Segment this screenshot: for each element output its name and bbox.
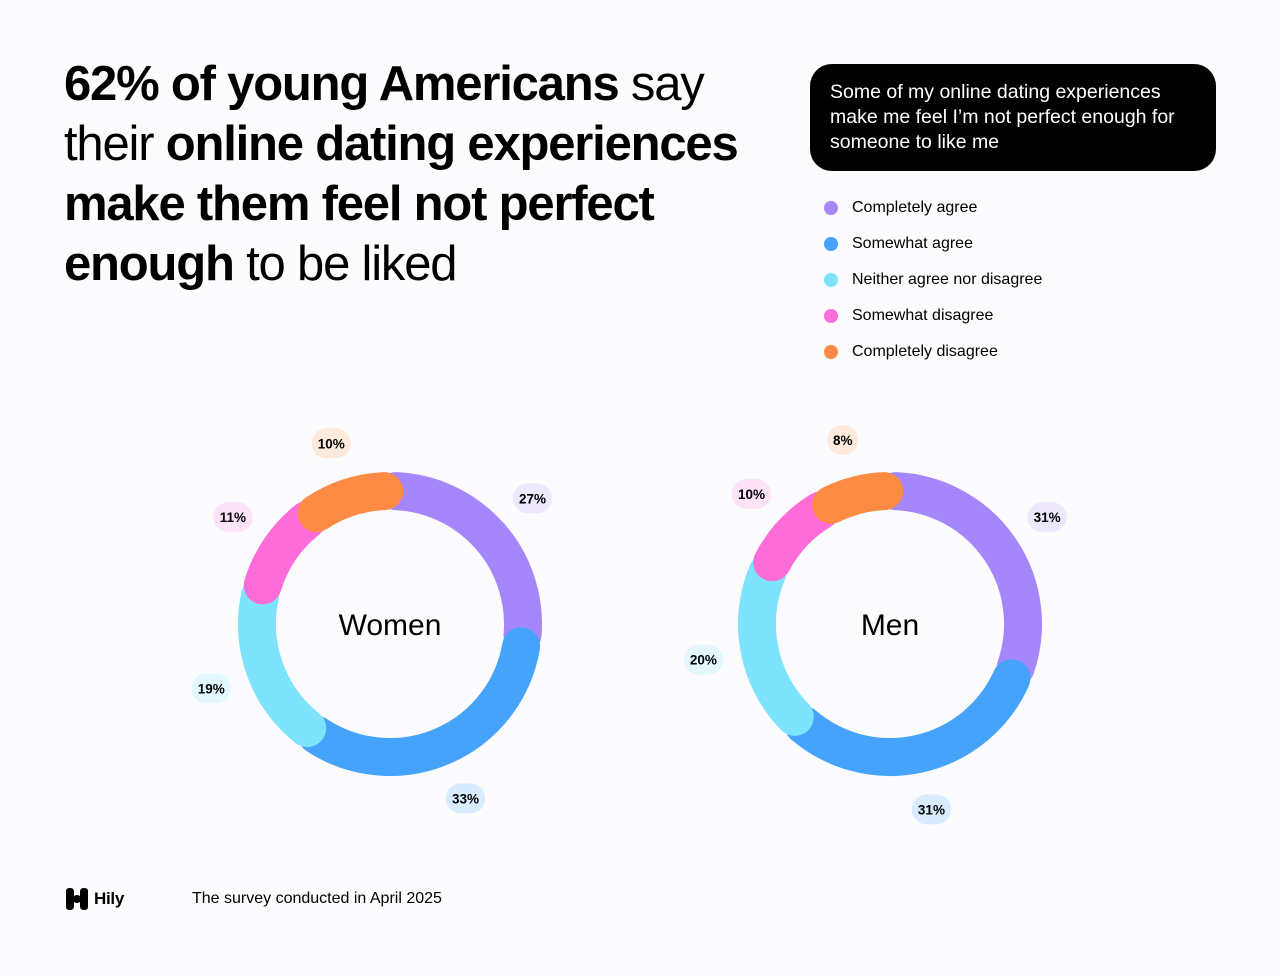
headline: 62% of young Americans say their online … [64,54,764,294]
data-label-bg [445,783,486,814]
data-label-text: 19% [198,681,225,696]
data-label-somewhat-disagree: 10% [731,478,772,509]
data-label-text: 27% [519,491,546,506]
data-label-somewhat-agree: 31% [911,794,952,825]
legend-dot [824,201,838,215]
legend-dot [824,345,838,359]
data-label-somewhat-agree: 33% [445,783,486,814]
data-label-neither-agree-nor-disagree: 19% [191,673,231,704]
data-label-bg [512,483,553,514]
headline-bold-1: 62% of young Americans [64,57,620,111]
data-label-completely-agree: 27% [512,483,553,514]
chart-center-title: Men [861,609,919,642]
survey-footnote: The survey conducted in April 2025 [192,890,442,907]
legend-dot [824,309,838,323]
data-label-completely-disagree: 8% [827,424,859,455]
legend-item-completely-disagree: Completely disagree [824,334,1042,370]
hily-logo-icon [66,888,88,910]
donut-segment-somewhat-disagree [243,500,327,605]
legend-item-completely-agree: Completely agree [824,190,1042,226]
legend-label: Somewhat agree [852,235,973,252]
legend-item-neither: Neither agree nor disagree [824,262,1042,298]
donut-segment-somewhat-disagree [753,491,840,582]
data-label-somewhat-disagree: 11% [213,502,253,533]
legend-dot [824,273,838,287]
data-label-bg [213,502,253,533]
donut-chart-men-svg: 31% 31% 20% 10% 8% Men [683,424,1067,825]
legend-dot [824,237,838,251]
data-label-bg [911,794,952,825]
data-label-text: 10% [318,436,345,451]
brand-logo: Hily [64,887,124,911]
data-label-text: 20% [690,653,717,668]
chart-center-title: Women [339,609,442,642]
legend-label: Neither agree nor disagree [852,271,1043,288]
data-label-text: 31% [1034,510,1061,525]
data-label-completely-disagree: 10% [311,428,352,459]
data-label-bg [311,428,352,459]
survey-question: Some of my online dating experiences mak… [810,64,1216,171]
data-label-text: 10% [738,487,765,502]
data-label-text: 11% [220,510,246,525]
legend-label: Completely agree [852,199,978,216]
data-label-completely-agree: 31% [1027,502,1067,533]
headline-text-4: to be liked [233,237,457,291]
donut-segment-completely-disagree [297,472,404,533]
brand-name: Hily [94,889,124,908]
donut-segment-somewhat-agree [297,627,541,776]
donut-segment-neither-agree-nor-disagree [238,577,327,748]
data-label-bg [1027,502,1067,533]
data-label-text: 33% [452,791,479,806]
headline-bold-3: online dating experiences make them feel… [64,117,739,291]
donut-segment-completely-disagree [812,472,904,524]
donut-chart-men: 31% 31% 20% 10% 8% Men [670,420,1110,840]
legend-label: Somewhat disagree [852,307,994,324]
legend-item-somewhat-agree: Somewhat agree [824,226,1042,262]
data-label-text: 31% [918,802,945,817]
headline-text-2: say their [64,57,705,171]
donut-segment-neither-agree-nor-disagree [738,553,814,736]
data-label-bg [827,424,859,455]
data-label-bg [683,644,724,675]
data-label-bg [731,478,772,509]
legend-label: Completely disagree [852,343,998,360]
donut-chart-women-svg: 27% 33% 19% 11% 10% Women [191,428,553,814]
donut-segment-completely-agree [876,472,1042,687]
legend-item-somewhat-disagree: Somewhat disagree [824,298,1042,334]
data-label-neither-agree-nor-disagree: 20% [683,644,724,675]
legend: Completely agree Somewhat agree Neither … [824,190,1042,370]
donut-chart-women: 27% 33% 19% 11% 10% Women [170,420,610,840]
data-label-text: 8% [833,433,853,448]
donut-segment-completely-agree [376,472,542,654]
donut-segment-somewhat-agree [784,659,1031,776]
data-label-bg [191,673,231,704]
